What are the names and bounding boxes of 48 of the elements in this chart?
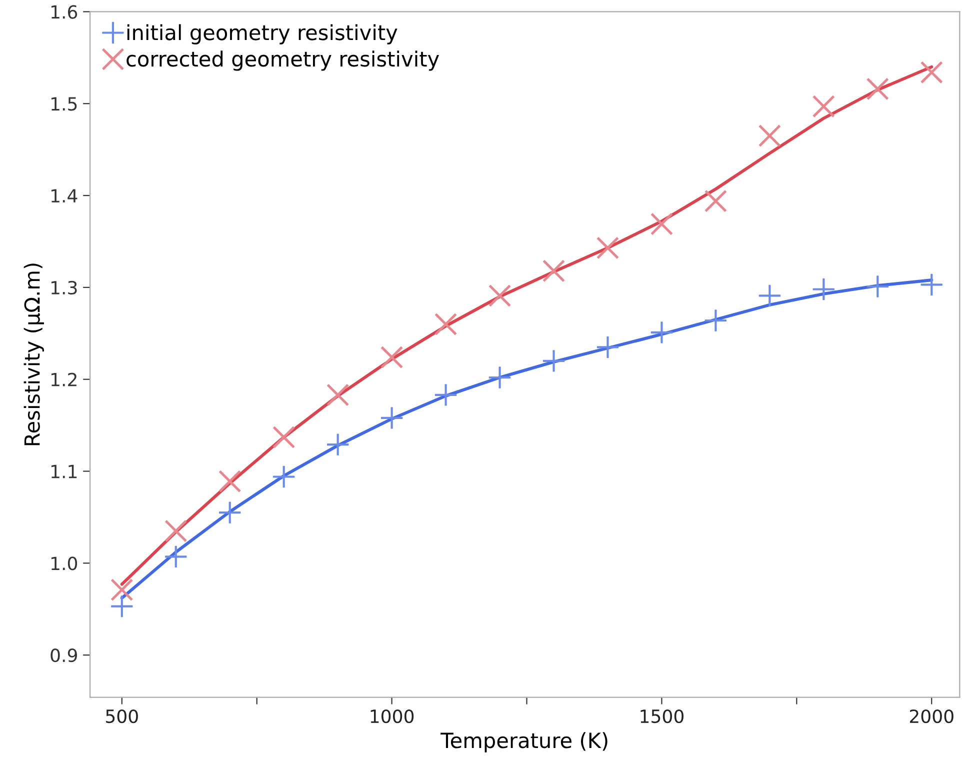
y-tick-label: 1.4	[52, 189, 78, 202]
y-tick-label: 1.1	[52, 464, 77, 478]
legend-label: corrected geometry resistivity	[126, 50, 440, 71]
point	[488, 284, 511, 307]
point	[758, 124, 781, 147]
y-axis-title: Resistivity (μΩ.m)	[24, 264, 44, 446]
point	[812, 96, 834, 118]
point	[273, 466, 295, 488]
point	[650, 213, 673, 235]
x-tick-label: 2000	[910, 709, 954, 724]
point	[542, 260, 565, 282]
point	[326, 384, 349, 406]
point	[596, 237, 619, 259]
x-axis-title: Temperature (K)	[440, 732, 608, 752]
point	[596, 336, 619, 358]
point	[866, 78, 888, 100]
point	[542, 350, 565, 372]
point	[812, 278, 834, 300]
y-tick-label: 1.5	[52, 97, 77, 111]
y-tick-label: 0.9	[50, 648, 77, 662]
point	[326, 434, 349, 456]
point	[165, 546, 187, 568]
x-tick-label: 500	[106, 709, 138, 724]
x-tick-label: 1500	[640, 709, 684, 724]
point	[434, 384, 457, 406]
y-tick-label: 1.3	[52, 280, 77, 295]
point	[704, 310, 727, 332]
legend-label: initial geometry resistivity	[127, 24, 398, 44]
point	[380, 407, 403, 429]
point	[111, 595, 133, 618]
point	[111, 578, 133, 601]
point	[165, 520, 187, 542]
point	[273, 426, 295, 448]
x-tick-label: 1000	[370, 709, 414, 724]
point	[219, 502, 241, 524]
point	[219, 470, 241, 492]
point	[650, 322, 673, 344]
point	[866, 276, 888, 298]
point	[758, 284, 781, 307]
point	[704, 190, 727, 212]
point	[920, 62, 942, 84]
y-tick-label: 1.2	[52, 372, 76, 386]
point	[380, 346, 403, 368]
point	[488, 366, 511, 388]
y-tick-label: 1.6	[52, 5, 78, 19]
y-tick-label: 1.0	[52, 556, 78, 570]
point	[920, 274, 942, 296]
point	[434, 313, 457, 336]
